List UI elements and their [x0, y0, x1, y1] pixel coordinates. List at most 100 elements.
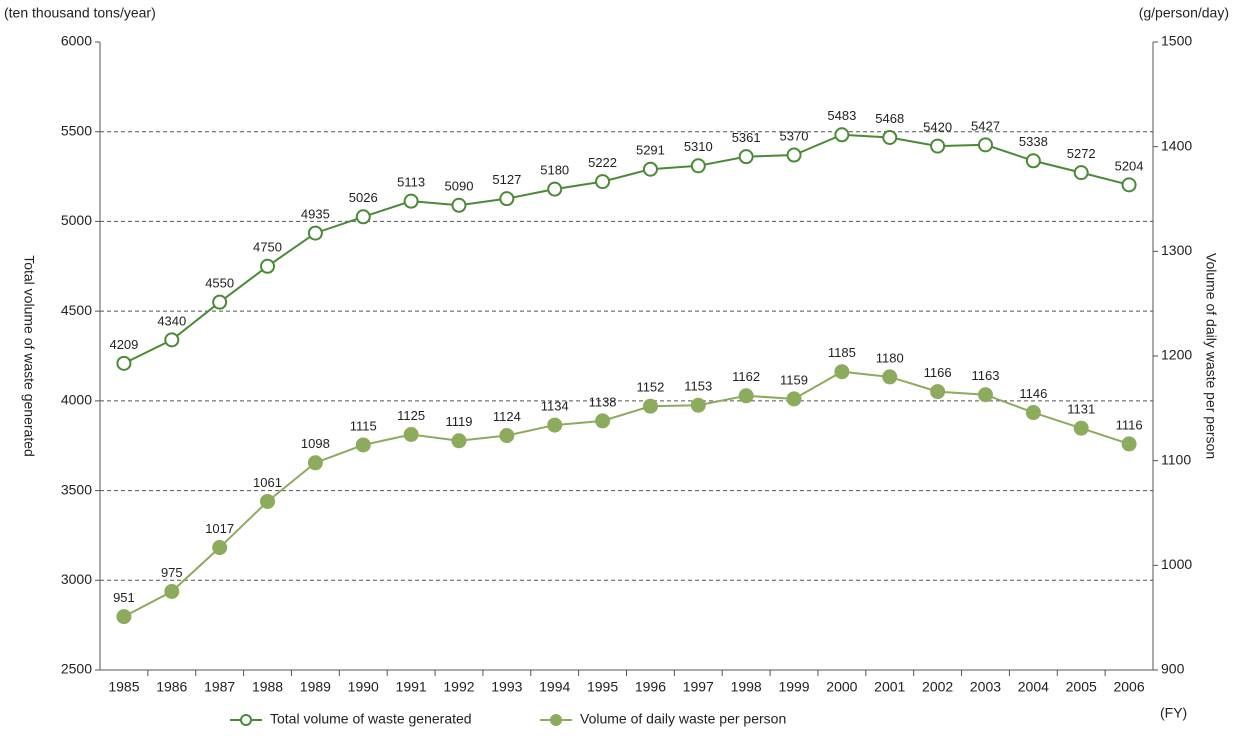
- marker: [1073, 420, 1089, 436]
- marker: [1121, 177, 1137, 193]
- data-label: 4750: [253, 240, 282, 255]
- data-label: 1153: [684, 379, 712, 394]
- data-label: 5483: [827, 108, 856, 123]
- x-tick-label: 2000: [826, 679, 857, 695]
- marker: [834, 127, 850, 143]
- data-label: 4550: [205, 276, 234, 291]
- data-label: 5204: [1115, 158, 1144, 173]
- data-label: 1116: [1116, 417, 1143, 432]
- x-tick-label: 2003: [970, 679, 1001, 695]
- data-label: 1115: [350, 418, 377, 433]
- y-axis-label: Total volume of waste generated: [21, 255, 37, 457]
- data-label: 1134: [541, 399, 569, 414]
- marker: [595, 413, 611, 429]
- y2-tick-label: 1500: [1161, 33, 1192, 49]
- marker: [738, 388, 754, 404]
- data-label: 5113: [397, 175, 425, 190]
- marker: [1025, 405, 1041, 421]
- x-tick-label: 1993: [491, 679, 522, 695]
- marker: [642, 161, 658, 177]
- x-tick-label: 2004: [1018, 679, 1049, 695]
- x-tick-label: 1988: [252, 679, 283, 695]
- x-tick-label: 1994: [539, 679, 570, 695]
- x-tick-label: 1986: [156, 679, 187, 695]
- marker: [977, 137, 993, 153]
- marker: [786, 391, 802, 407]
- x-tick-label: 1998: [731, 679, 762, 695]
- marker: [260, 493, 276, 509]
- marker: [930, 384, 946, 400]
- marker: [786, 147, 802, 163]
- data-label: 5468: [875, 111, 904, 126]
- marker: [212, 540, 228, 556]
- legend-label: Total volume of waste generated: [270, 711, 472, 727]
- data-label: 1185: [828, 345, 856, 360]
- y-tick-label: 3000: [61, 571, 92, 587]
- data-label: 1152: [636, 380, 664, 395]
- marker: [690, 397, 706, 413]
- line: [123, 370, 1130, 618]
- marker: [403, 193, 419, 209]
- marker: [882, 129, 898, 145]
- marker: [116, 355, 132, 371]
- x-tick-label: 1985: [108, 679, 139, 695]
- marker: [499, 191, 515, 207]
- data-label: 5370: [780, 128, 809, 143]
- y2-tick-label: 900: [1161, 661, 1185, 677]
- data-label: 1138: [589, 394, 617, 409]
- line: [123, 133, 1130, 365]
- data-label: 5310: [684, 139, 713, 154]
- marker: [547, 417, 563, 433]
- marker: [1025, 153, 1041, 169]
- data-label: 4209: [109, 337, 138, 352]
- y-tick-label: 5500: [61, 122, 92, 138]
- data-label: 951: [113, 590, 135, 605]
- data-label: 4340: [157, 313, 186, 328]
- data-label: 1163: [971, 368, 999, 383]
- marker: [834, 364, 850, 380]
- y2-axis-label: Volume of daily waste per person: [1203, 253, 1219, 459]
- y2-tick-label: 1200: [1161, 347, 1192, 363]
- marker: [595, 174, 611, 190]
- legend-label: Volume of daily waste per person: [580, 711, 786, 727]
- marker: [212, 294, 228, 310]
- data-label: 1146: [1019, 386, 1047, 401]
- y-tick-label: 4000: [61, 392, 92, 408]
- marker: [307, 225, 323, 241]
- marker: [116, 609, 132, 625]
- y-tick-label: 4500: [61, 302, 92, 318]
- x-tick-label: 2005: [1066, 679, 1097, 695]
- marker: [451, 433, 467, 449]
- marker: [690, 158, 706, 174]
- y2-tick-label: 1300: [1161, 242, 1192, 258]
- data-label: 5272: [1067, 146, 1096, 161]
- marker: [882, 369, 898, 385]
- data-label: 1180: [876, 350, 904, 365]
- x-tick-label: 1989: [300, 679, 331, 695]
- data-label: 1166: [924, 365, 952, 380]
- data-label: 1124: [493, 409, 521, 424]
- data-label: 1162: [732, 369, 760, 384]
- x-tick-label: 1997: [683, 679, 714, 695]
- x-tick-label: 1987: [204, 679, 235, 695]
- data-label: 5361: [732, 130, 761, 145]
- data-label: 5338: [1019, 134, 1048, 149]
- y2-tick-label: 1000: [1161, 556, 1192, 572]
- y-tick-label: 5000: [61, 212, 92, 228]
- legend-marker: [240, 714, 252, 726]
- data-label: 1098: [301, 436, 330, 451]
- marker: [1073, 165, 1089, 181]
- y-tick-label: 2500: [61, 661, 92, 677]
- x-tick-label: 2006: [1113, 679, 1144, 695]
- x-tick-label: 2001: [874, 679, 905, 695]
- y-tick-label: 3500: [61, 481, 92, 497]
- marker: [1121, 436, 1137, 452]
- x-tick-label: 1996: [635, 679, 666, 695]
- data-label: 5420: [923, 120, 952, 135]
- marker: [307, 455, 323, 471]
- x-tick-label: 1992: [443, 679, 474, 695]
- y2-tick-label: 1400: [1161, 137, 1192, 153]
- marker: [260, 258, 276, 274]
